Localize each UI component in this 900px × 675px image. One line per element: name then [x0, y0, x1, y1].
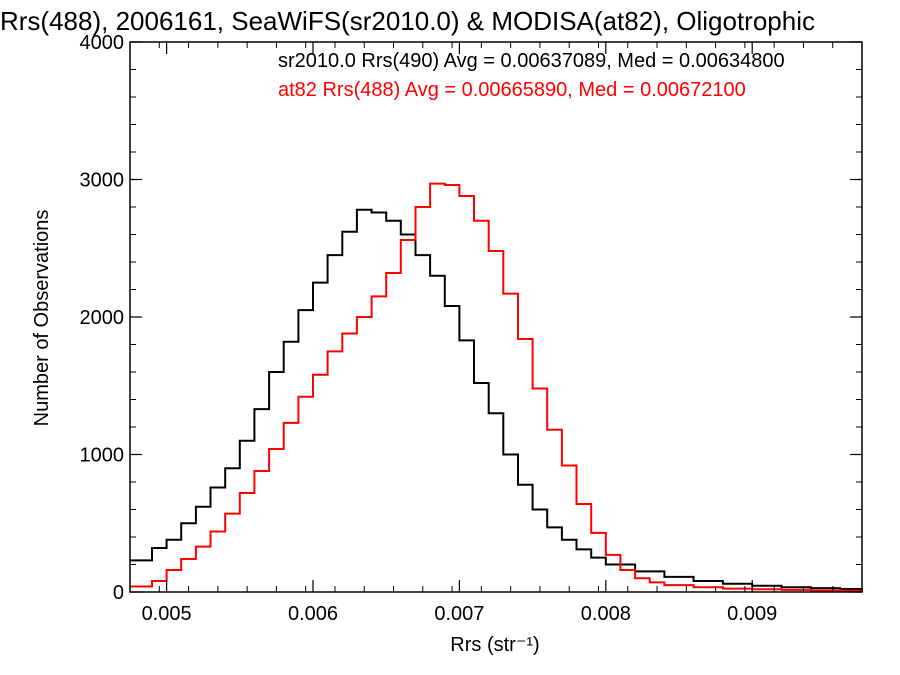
- y-tick-label-2: 2000: [80, 307, 125, 329]
- series-line-0: [130, 208, 863, 590]
- axes-layer: 0.005 0.006 0.007 0.008 0.009 0 1000 2000 3000 40…: [80, 32, 863, 625]
- y-tick-label-4: 4000: [80, 32, 125, 54]
- x-tick-label-0: 0.005: [142, 603, 192, 625]
- x-tick-label-1: 0.006: [288, 603, 338, 625]
- series-line-1: [130, 182, 863, 592]
- x-tick-label-2: 0.007: [434, 603, 484, 625]
- legend-annotation-sr2010: sr2010.0 Rrs(490) Avg = 0.00637089, Med …: [278, 50, 785, 72]
- x-tick-label-3: 0.008: [581, 603, 631, 625]
- legend-annotation-at82: at82 Rrs(488) Avg = 0.00665890, Med = 0.…: [278, 79, 746, 101]
- y-tick-label-1: 1000: [80, 445, 125, 467]
- y-axis-label: Number of Observations: [31, 210, 53, 427]
- x-tick-label-4: 0.009: [727, 603, 777, 625]
- y-tick-label-3: 3000: [80, 170, 125, 192]
- chart-title: Rrs(488), 2006161, SeaWiFS(sr2010.0) & M…: [0, 6, 815, 36]
- y-tick-label-0: 0: [113, 582, 124, 604]
- series-layer: [130, 182, 863, 592]
- x-axis-label: Rrs (str⁻¹): [450, 634, 539, 656]
